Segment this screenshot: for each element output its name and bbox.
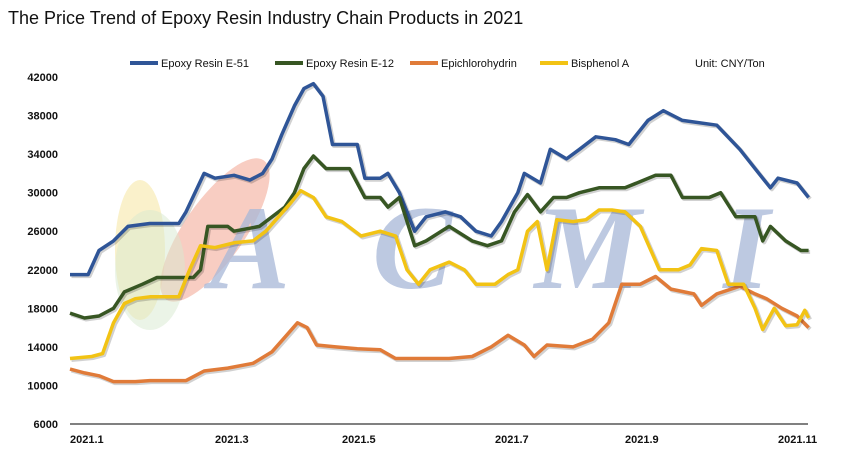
x-tick-label: 2021.3 xyxy=(215,434,249,446)
series-lines xyxy=(69,81,812,386)
x-tick-label: 2021.9 xyxy=(625,434,659,446)
watermark-swoosh-red xyxy=(160,158,270,302)
y-tick-label: 38000 xyxy=(27,111,58,123)
series-line-epoxy-resin-e-51 xyxy=(70,81,810,277)
y-tick-label: 42000 xyxy=(27,72,58,84)
legend-label: Epoxy Resin E-51 xyxy=(161,58,249,70)
x-tick-label: 2021.11 xyxy=(778,434,817,446)
x-tick-label: 2021.1 xyxy=(70,434,104,446)
chart-title: The Price Trend of Epoxy Resin Industry … xyxy=(8,8,524,28)
x-tick-label: 2021.7 xyxy=(495,434,529,446)
legend-label: Bisphenol A xyxy=(571,58,630,70)
unit-label: Unit: CNY/Ton xyxy=(695,58,765,70)
series-line-epichlorohydrin xyxy=(69,274,810,384)
y-tick-label: 30000 xyxy=(27,188,58,200)
series-line-bisphenol-a xyxy=(69,188,811,361)
series-line-epoxy-resin-e-12 xyxy=(69,154,809,320)
watermark: ACMI xyxy=(115,158,774,330)
legend-label: Epoxy Resin E-12 xyxy=(306,58,394,70)
y-tick-label: 14000 xyxy=(27,342,58,354)
y-tick-label: 22000 xyxy=(27,265,58,277)
y-tick-label: 6000 xyxy=(34,419,58,431)
axes: 42000 38000 34000 30000 26000 22000 18000 14000… xyxy=(27,72,817,446)
legend: Epoxy Resin E-51 Epoxy Resin E-12 Epichlor… xyxy=(130,58,765,70)
x-tick-label: 2021.5 xyxy=(342,434,376,446)
y-tick-label: 10000 xyxy=(27,380,58,392)
y-tick-label: 18000 xyxy=(27,303,58,315)
legend-label: Epichlorohydrin xyxy=(441,58,517,70)
y-tick-label: 34000 xyxy=(27,149,58,161)
y-tick-label: 26000 xyxy=(27,226,58,238)
